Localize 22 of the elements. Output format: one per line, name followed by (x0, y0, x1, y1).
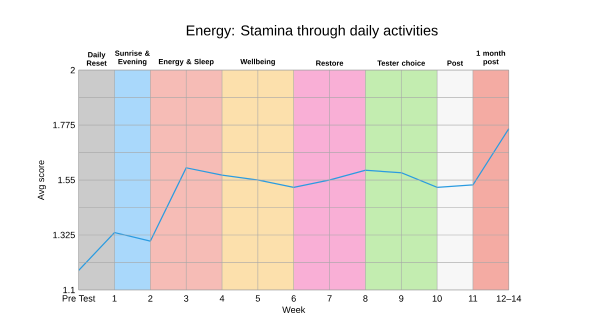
x-tick-label: 10 (432, 295, 442, 302)
line-series (78, 128, 510, 271)
y-tick-label: 1.1 (63, 286, 75, 293)
x-tick-label: 6 (292, 295, 296, 302)
y-tick-label: 2 (70, 66, 75, 74)
x-tick-label: 3 (184, 295, 188, 302)
x-tick-label: 9 (399, 295, 404, 302)
y-tick-label: 1.775 (53, 122, 75, 128)
x-tick-label: 8 (363, 295, 368, 302)
x-tick-label: Pre Test (62, 295, 96, 302)
x-axis-title: Week (282, 306, 306, 313)
x-tick-label: 1 (112, 295, 117, 302)
chart-title: Energy: Stamina through daily activities (186, 24, 438, 38)
x-tick-label: 12–14 (496, 295, 522, 302)
x-tick-label: 11 (468, 295, 478, 302)
x-tick-label: 5 (256, 295, 260, 302)
x-tick-label: 7 (328, 295, 332, 302)
y-tick-label: 1.55 (58, 176, 75, 184)
y-tick-label: 1.325 (53, 232, 75, 238)
x-tick-label: 4 (220, 295, 224, 302)
x-tick-label: 2 (148, 295, 152, 302)
y-axis-title: Avg score (38, 160, 46, 200)
